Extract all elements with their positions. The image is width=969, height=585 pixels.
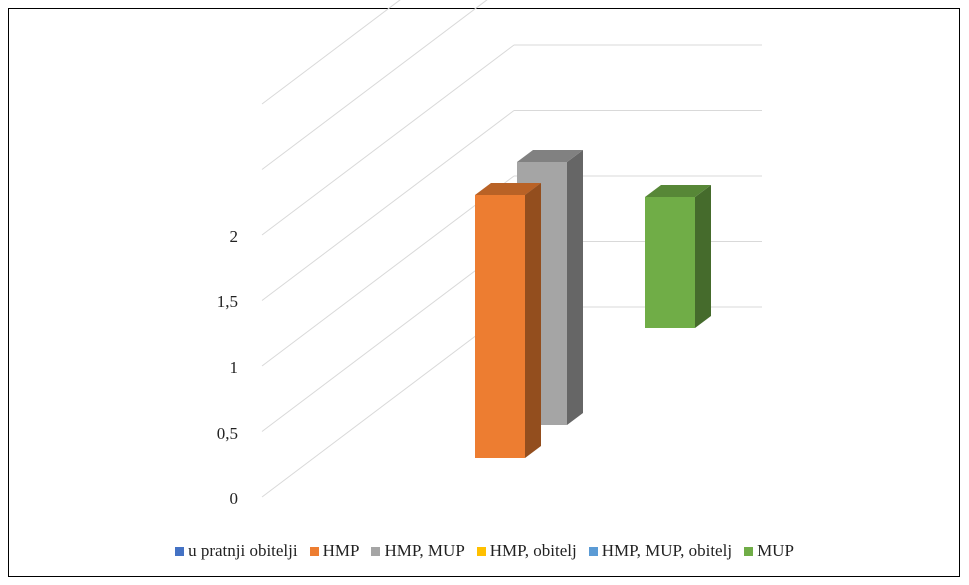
y-tick-label: 1 — [230, 358, 239, 377]
y-tick-label: 1,5 — [217, 292, 238, 311]
y-tick-label: 0,5 — [217, 424, 238, 443]
legend-swatch — [744, 546, 754, 556]
bar-mup — [645, 185, 711, 328]
legend-swatch — [476, 546, 486, 556]
gridline-diagonal — [261, 0, 488, 170]
legend-item: HMP, MUP, obitelj — [588, 541, 733, 561]
legend-label: HMP, MUP, obitelj — [601, 541, 733, 560]
legend-label: HMP, obitelj — [489, 541, 577, 560]
y-tick-label: 0 — [230, 489, 239, 508]
bar-top — [517, 150, 583, 162]
legend-swatch — [371, 546, 381, 556]
bar-side — [525, 183, 541, 458]
gridline-diagonal — [261, 110, 515, 301]
legend-swatch — [309, 546, 319, 556]
gridline-diagonal — [261, 241, 515, 432]
legend: u pratnji obitelji HMP HMP, MUP HMP, obi… — [0, 538, 969, 564]
legend-label: HMP — [322, 541, 360, 560]
legend-label: u pratnji obitelji — [188, 541, 298, 560]
gridline-diagonal — [261, 306, 515, 498]
gridline-diagonal — [261, 175, 515, 367]
bar-top — [475, 183, 541, 195]
gridline-diagonal — [261, 0, 401, 105]
y-tick-label: 2 — [230, 227, 239, 246]
bar-top — [645, 185, 711, 197]
legend-label: HMP, MUP — [384, 541, 465, 560]
bar-front — [645, 197, 695, 328]
bar-front — [475, 195, 525, 458]
legend-swatch — [588, 546, 598, 556]
bar-hmp — [475, 183, 541, 458]
gridline-diagonal — [261, 44, 515, 236]
legend-item: u pratnji obitelji — [175, 541, 298, 561]
legend-item: HMP, MUP — [371, 541, 465, 561]
bar-side — [695, 185, 711, 328]
y-axis-ticks: 0 0,5 1 1,5 2 — [217, 227, 238, 508]
bars — [475, 150, 711, 458]
legend-item: MUP — [744, 541, 794, 561]
legend-item: HMP, obitelj — [476, 541, 577, 561]
legend-swatch — [175, 546, 185, 556]
bar-side — [567, 150, 583, 425]
legend-item: HMP — [309, 541, 360, 561]
legend-label: MUP — [757, 541, 794, 560]
